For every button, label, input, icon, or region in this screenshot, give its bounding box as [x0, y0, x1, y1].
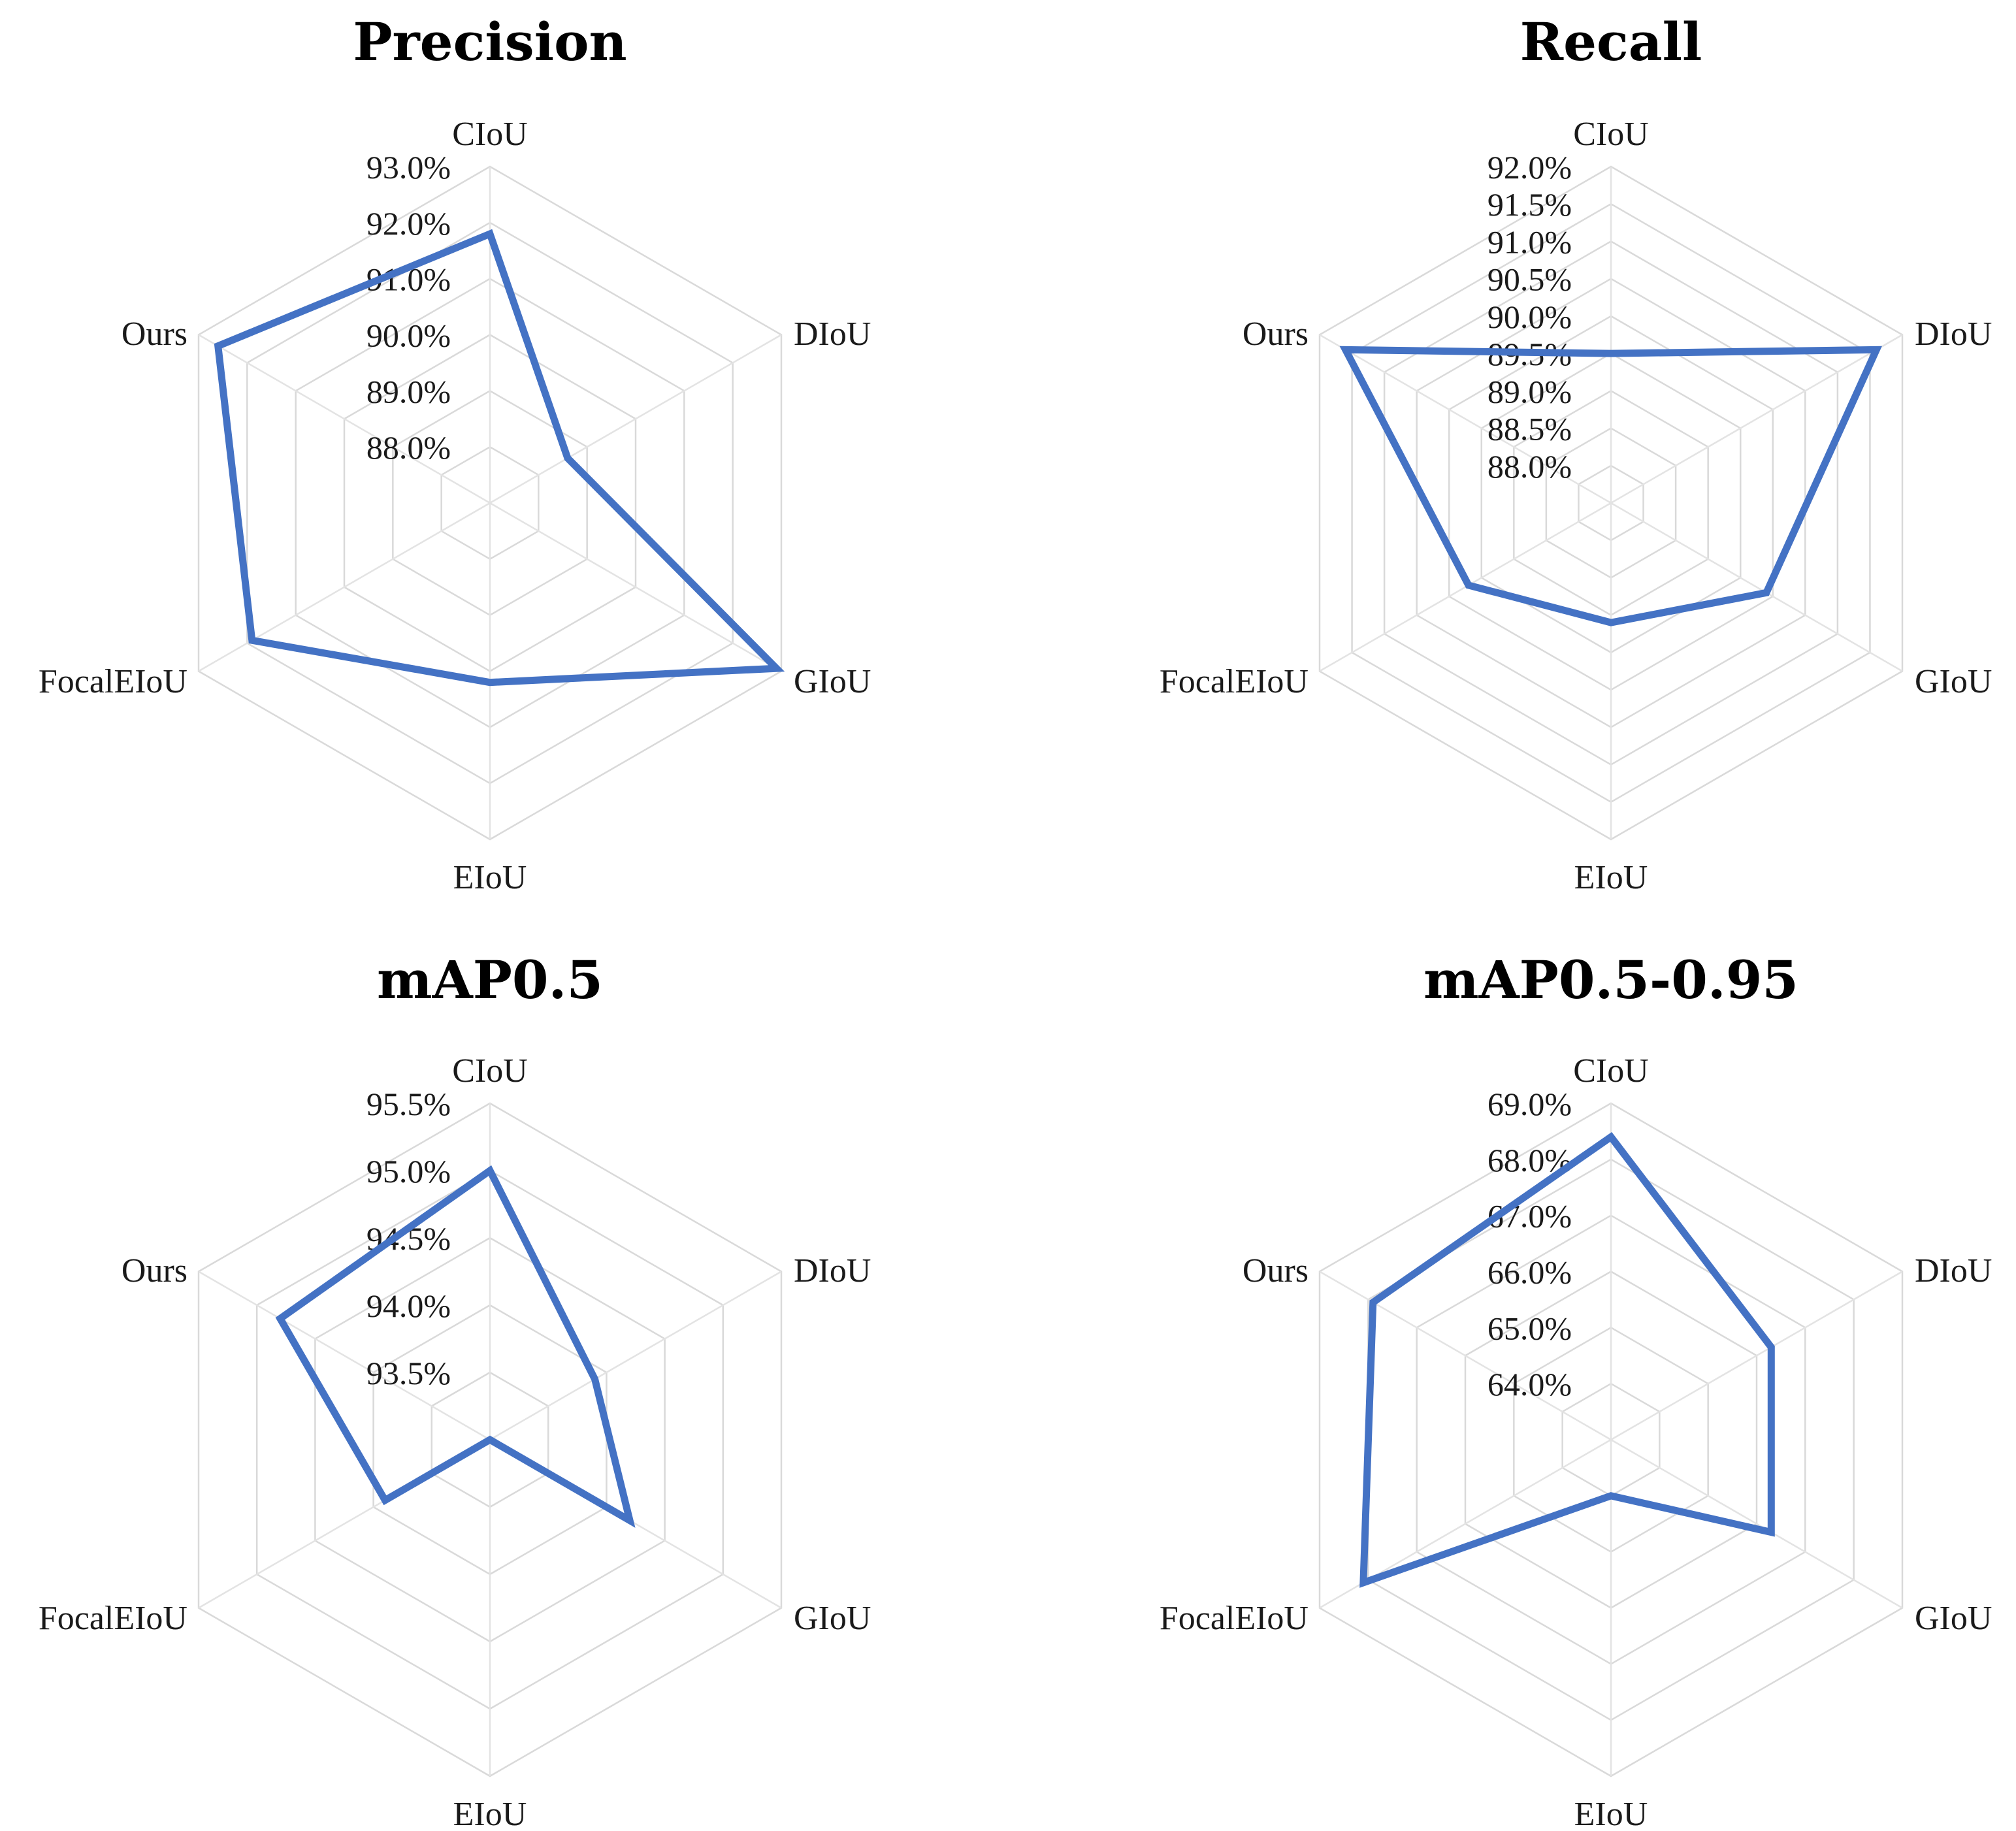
data-point-diou: [1768, 1344, 1775, 1351]
radar-panel-1: Precision88.0%89.0%90.0%91.0%92.0%93.0%C…: [39, 11, 871, 896]
tick-label: 65.0%: [1488, 1310, 1572, 1346]
data-point-diou: [591, 1376, 598, 1383]
data-point-giou: [1763, 589, 1770, 596]
axis-label-giou: GIoU: [1915, 663, 1992, 700]
axis-label-ours: Ours: [1243, 316, 1309, 353]
axis-label-ciou: CIoU: [1573, 1052, 1649, 1090]
axis-label-diou: DIoU: [794, 316, 871, 353]
tick-label: 64.0%: [1488, 1366, 1572, 1402]
data-point-ciou: [1608, 350, 1614, 357]
tick-label: 91.5%: [1488, 186, 1572, 223]
data-point-diou: [564, 455, 571, 462]
data-point-ours: [214, 342, 221, 349]
data-point-eiou: [487, 1436, 493, 1443]
axis-label-diou: DIoU: [794, 1252, 871, 1289]
data-point-focaleiou: [1359, 1579, 1367, 1586]
axis-label-ours: Ours: [1243, 1252, 1309, 1289]
data-point-focaleiou: [382, 1497, 389, 1504]
axis-spoke: [198, 1271, 491, 1441]
chart-title: Precision: [353, 11, 626, 73]
tick-label: 88.5%: [1488, 411, 1572, 447]
axis-label-eiou: EIoU: [1574, 859, 1648, 896]
data-point-giou: [626, 1517, 634, 1524]
data-point-ours: [1369, 1299, 1376, 1306]
tick-label: 88.0%: [366, 429, 451, 466]
tick-label: 94.0%: [366, 1288, 451, 1324]
tick-label: 90.0%: [1488, 299, 1572, 335]
axis-label-giou: GIoU: [794, 663, 871, 700]
axis-spoke: [198, 334, 491, 504]
data-point-focaleiou: [248, 637, 255, 644]
axis-label-eiou: EIoU: [453, 859, 527, 896]
tick-label: 69.0%: [1488, 1086, 1572, 1122]
axis-label-eiou: EIoU: [1574, 1796, 1648, 1831]
axis-label-ciou: CIoU: [452, 116, 528, 153]
axis-spoke: [1610, 1271, 1903, 1441]
axis-spoke: [1319, 1271, 1612, 1441]
axis-spoke: [1319, 502, 1612, 672]
axis-label-ours: Ours: [122, 316, 187, 353]
data-point-ciou: [487, 231, 493, 237]
axis-spoke: [1610, 1438, 1903, 1609]
axis-label-diou: DIoU: [1915, 1252, 1992, 1289]
radar-panel-3: mAP0.593.5%94.0%94.5%95.0%95.5%CIoUDIoUG…: [39, 949, 871, 1831]
chart-title: mAP0.5-0.95: [1423, 949, 1798, 1011]
tick-label: 95.5%: [366, 1086, 451, 1122]
data-point-eiou: [1608, 1492, 1614, 1499]
axis-label-eiou: EIoU: [453, 1796, 527, 1831]
tick-label: 91.0%: [1488, 223, 1572, 260]
axis-spoke: [489, 334, 782, 504]
tick-label: 90.0%: [366, 317, 451, 354]
data-point-ciou: [487, 1167, 493, 1174]
tick-label: 92.0%: [366, 205, 451, 242]
tick-label: 93.5%: [366, 1355, 451, 1391]
data-point-ciou: [1608, 1133, 1614, 1141]
series-line: [214, 229, 785, 687]
axis-label-giou: GIoU: [794, 1600, 871, 1637]
axis-label-ours: Ours: [122, 1252, 187, 1289]
tick-label: 89.0%: [366, 373, 451, 410]
axis-spoke: [1610, 502, 1903, 672]
axis-label-focaleiou: FocalEIoU: [1160, 1600, 1309, 1637]
data-point-eiou: [1608, 619, 1614, 626]
radar-panel-4: mAP0.5-0.9564.0%65.0%66.0%67.0%68.0%69.0…: [1160, 949, 1992, 1831]
axis-label-ciou: CIoU: [1573, 116, 1649, 153]
axis-spoke: [198, 502, 491, 672]
data-point-ours: [276, 1315, 284, 1322]
tick-label: 95.0%: [366, 1153, 451, 1190]
radar-panel-2: Recall88.0%88.5%89.0%89.5%90.0%90.5%91.0…: [1160, 11, 1992, 896]
axis-label-diou: DIoU: [1915, 316, 1992, 353]
data-point-ours: [1342, 346, 1349, 353]
tick-label: 93.0%: [366, 149, 451, 186]
axis-spoke: [489, 1271, 782, 1441]
axis-label-focaleiou: FocalEIoU: [39, 1600, 187, 1637]
data-point-giou: [1768, 1529, 1775, 1536]
axis-label-giou: GIoU: [1915, 1600, 1992, 1637]
tick-label: 92.0%: [1488, 149, 1572, 186]
axis-spoke: [1319, 334, 1612, 504]
axis-label-focaleiou: FocalEIoU: [39, 663, 187, 700]
data-point-giou: [773, 665, 780, 672]
chart-title: Recall: [1520, 11, 1702, 73]
data-point-diou: [1873, 346, 1880, 353]
tick-label: 90.5%: [1488, 261, 1572, 298]
tick-label: 66.0%: [1488, 1254, 1572, 1291]
series-line: [275, 1165, 636, 1528]
axis-label-ciou: CIoU: [452, 1052, 528, 1090]
tick-label: 89.0%: [1488, 373, 1572, 410]
data-point-focaleiou: [1465, 581, 1472, 589]
data-point-eiou: [487, 679, 493, 686]
axis-spoke: [489, 502, 782, 672]
axis-spoke: [1610, 334, 1903, 504]
tick-label: 88.0%: [1488, 448, 1572, 485]
axis-label-focaleiou: FocalEIoU: [1160, 663, 1309, 700]
chart-title: mAP0.5: [377, 949, 603, 1011]
